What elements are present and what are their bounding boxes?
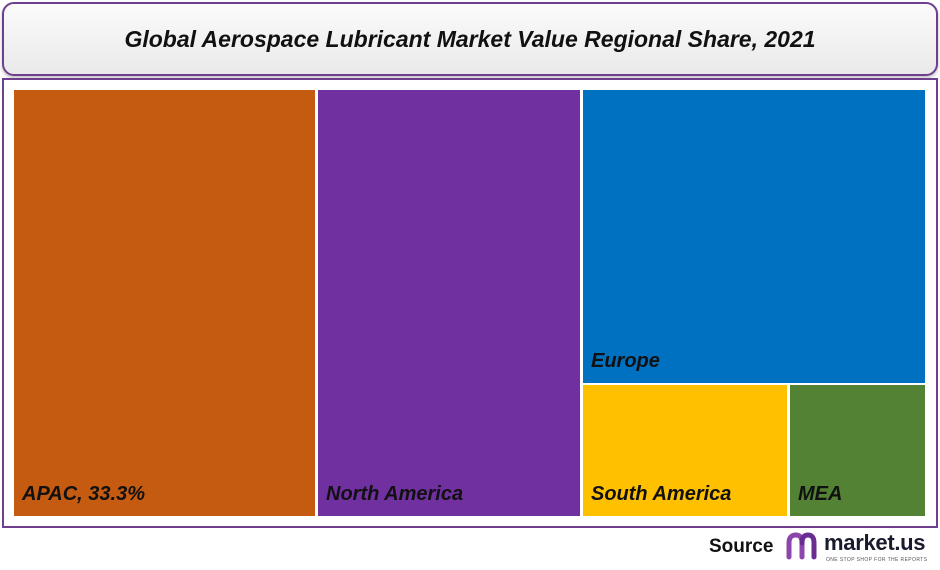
tile-label-europe: Europe [591,350,660,372]
chart-title: Global Aerospace Lubricant Market Value … [124,25,816,52]
tile-label-south-america: South America [591,483,732,505]
market-us-logo-icon [786,532,817,560]
tile-label-mea: MEA [798,483,843,505]
tile-europe: Europe [583,90,925,383]
treemap-frame: APAC, 33.3% North America Europe South A… [2,78,938,528]
source-label: Source [709,536,774,557]
brand-tagline: ONE STOP SHOP FOR THE REPORTS [826,557,928,563]
tile-north-america: North America [318,90,580,516]
tile-label-apac: APAC, 33.3% [22,483,146,505]
chart-title-box: Global Aerospace Lubricant Market Value … [2,2,938,76]
tile-label-north-america: North America [326,483,464,505]
tile-apac: APAC, 33.3% [14,90,315,516]
tile-south-america: South America [583,385,787,516]
tile-mea: MEA [790,385,925,516]
brand-name: market.us [824,530,926,555]
